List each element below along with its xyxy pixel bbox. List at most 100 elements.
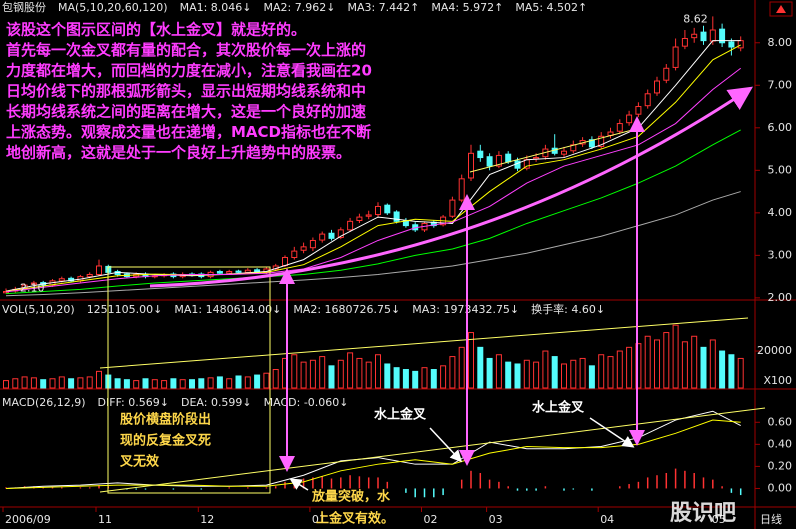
trend-line (99, 317, 749, 369)
line (5, 67, 742, 293)
volume-bar (691, 335, 698, 389)
note-line: 首先每一次金叉都有量的配合，其次股价每一次上涨的 (6, 41, 366, 59)
volume-bar (96, 370, 102, 389)
main-note: 该股这个图示区间的【水上金叉】就是好的。首先每一次金叉都有量的配合，其次股价每一… (6, 21, 372, 162)
candle-body (663, 67, 670, 81)
volume-bar (393, 367, 400, 389)
header-item: MA5: 4.502↑ (515, 1, 587, 14)
volume-bar (616, 350, 623, 389)
line (5, 410, 741, 489)
watermark: 股识吧 (670, 501, 736, 526)
header-item: MA3: 1973432.75↓ (412, 303, 519, 316)
volume-bar (514, 363, 521, 389)
volume-bar (123, 379, 130, 389)
line (5, 40, 741, 292)
volume-bar (458, 346, 465, 389)
volume-bar (440, 365, 447, 389)
header-item: MA4: 5.972↑ (431, 1, 503, 14)
volume-bar (161, 380, 168, 389)
volume-bar (77, 377, 84, 389)
line (5, 191, 741, 297)
candle-body (319, 233, 326, 241)
volume-bar (700, 346, 707, 389)
header-item: 1251105.00↓ (87, 303, 163, 316)
note-line: 该股这个图示区间的【水上金叉】就是好的。 (6, 21, 306, 39)
x-tick-label: 11 (98, 513, 112, 526)
candle-body (235, 270, 242, 273)
candle-body (393, 211, 400, 222)
volume-bar (179, 379, 186, 389)
volume-bar (607, 356, 614, 389)
volume-bar (468, 332, 474, 389)
corner-button[interactable] (769, 1, 793, 17)
annotations: 该股这个图示区间的【水上金叉】就是好的。首先每一次金叉都有量的配合，其次股价每一… (6, 21, 766, 527)
header-item: MA1: 8.046↓ (180, 1, 252, 14)
note-line: 力度都在增大，而回档的力度在减小，注意看我画在20 (6, 62, 372, 80)
candle-body (216, 271, 223, 274)
header-item: MA2: 1680726.75↓ (293, 303, 400, 316)
volume-bar (272, 369, 279, 389)
volume-bar (328, 365, 335, 389)
sideways-box (107, 266, 271, 494)
note-line: 上涨态势。观察成交量也在递增，MACD指标也在不断 (6, 123, 371, 141)
y-tick-label: 20000 (757, 344, 792, 357)
volume-bar (263, 372, 270, 389)
candle-body (709, 29, 716, 42)
trend-line (99, 407, 766, 493)
y-tick-label: 4.00 (768, 206, 793, 219)
candle-body (282, 256, 288, 267)
volume-bar (337, 359, 344, 389)
note: 现的反复金叉死 (120, 433, 211, 449)
candle-body (700, 31, 707, 42)
volume-bar (523, 359, 530, 389)
volume-bar (86, 376, 93, 389)
volume-bar (737, 357, 744, 389)
volume-bar (365, 361, 372, 389)
candle-body (30, 282, 37, 285)
trend-line (469, 127, 641, 173)
volume-bar (254, 374, 261, 389)
pointer-arrow (589, 417, 635, 448)
volume-bar (402, 369, 409, 389)
volume-bar (542, 350, 549, 389)
volume-bar (681, 341, 688, 389)
volume-bar (142, 378, 149, 389)
candle-body (626, 114, 633, 124)
line (5, 419, 741, 489)
volume-bar (375, 354, 381, 389)
note-line: 长期均线系统之间的距离在增大，这是一个良好的加速 (6, 103, 366, 121)
line (5, 129, 741, 295)
volume-bar (30, 377, 37, 389)
volume-bar (588, 365, 595, 389)
header-item: MACD(26,12,9) (2, 396, 86, 409)
candle-body (588, 139, 595, 148)
unit-label: X100 (763, 374, 792, 387)
x-tick-label: 01 (312, 513, 326, 526)
x-tick-label: 05 (712, 513, 726, 526)
volume-bar (49, 378, 56, 389)
volume-bar (68, 378, 75, 389)
note: 上金叉有效。 (316, 511, 394, 527)
volume-bar (579, 357, 586, 389)
volume-bar (40, 379, 47, 389)
pointer-arrow (289, 478, 309, 491)
volume-bar (170, 378, 177, 389)
header-item: MA3: 7.442↑ (347, 1, 419, 14)
note: 股价横盘阶段出 (120, 412, 211, 428)
volume-bar (728, 354, 735, 389)
volume-bar (598, 354, 605, 389)
candle-body (691, 33, 698, 39)
x-tick-label: 03 (489, 513, 503, 526)
note: 水上金叉 (374, 407, 427, 423)
volume-bar (309, 359, 316, 389)
volume-bar (12, 378, 19, 389)
candle-body (681, 38, 688, 47)
y-tick-label: 3.00 (768, 248, 793, 261)
volume-bar (291, 354, 298, 389)
max-label: 8.62 (683, 12, 708, 25)
y-tick-label: 5.00 (768, 163, 793, 176)
pointer-arrow (429, 427, 463, 463)
candle-body (347, 220, 354, 231)
